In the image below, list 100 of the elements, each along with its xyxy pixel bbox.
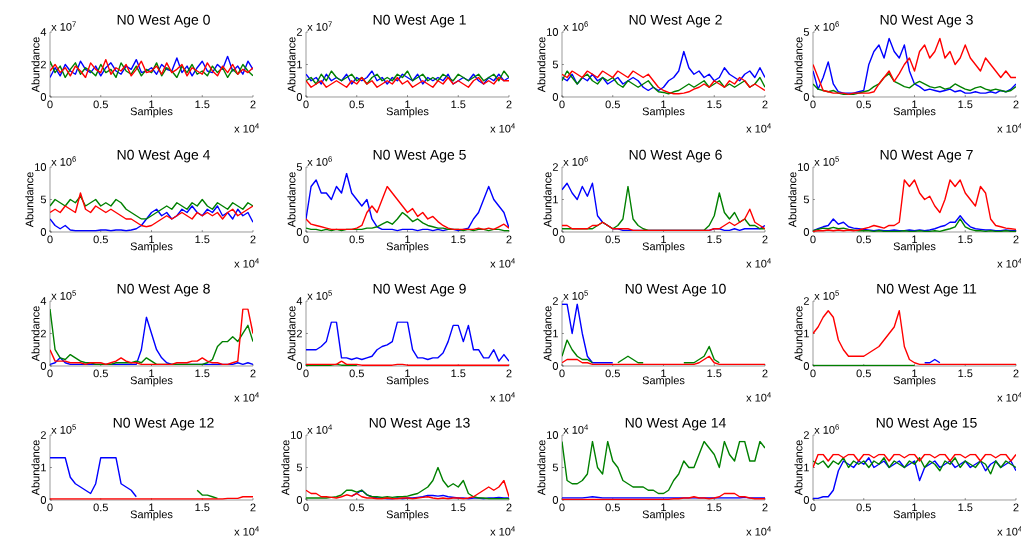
- line-series: [196, 489, 219, 500]
- y-tick-label: 5: [40, 195, 46, 204]
- y-tick-label: 0: [803, 496, 810, 504]
- x-tick-label: 1.5: [195, 235, 210, 244]
- text: x 10$^{4}$: [490, 258, 515, 268]
- text: x 10$^{7}$: [51, 21, 76, 31]
- chart-title: N0 West Age 0: [117, 14, 210, 28]
- x-tick-label: 0.5: [605, 235, 620, 244]
- y-tick-label: 0: [296, 362, 303, 370]
- x-tick-label: 2: [506, 503, 512, 512]
- x-tick-label: 2: [1013, 503, 1019, 512]
- y-tick-label: 4: [40, 297, 47, 305]
- x-tick-label: 0.5: [605, 503, 620, 512]
- y-tick-label: 0: [552, 496, 559, 504]
- x-tick-label: 2: [1013, 369, 1019, 378]
- line-series: [813, 457, 1016, 475]
- text: x 10$^{4}$: [997, 258, 1021, 268]
- text: x 10$^{4}$: [997, 392, 1021, 402]
- text: x 10$^{4}$: [234, 392, 259, 402]
- text: x 10$^{4}$: [746, 526, 771, 536]
- x-axis-title: Samples: [386, 107, 429, 118]
- text: x 10$^{4}$: [234, 123, 259, 133]
- y-axis-title: Abundance: [537, 440, 546, 496]
- text: x 10$^{4}$: [490, 123, 515, 133]
- x-tick-label: 0: [303, 235, 309, 244]
- x-tick-label: 1: [149, 503, 155, 512]
- y-tick-label: 0: [40, 496, 47, 504]
- text: x 10$^{4}$: [234, 526, 259, 536]
- x-tick-label: 2: [1013, 235, 1019, 244]
- line-series: [306, 76, 509, 88]
- text: x 10$^{5}$: [51, 290, 76, 300]
- y-tick-label: 1: [804, 463, 809, 472]
- x-tick-label: 1.5: [707, 235, 722, 244]
- y-axis-title: Abundance: [788, 172, 797, 228]
- y-axis-title: Abundance: [543, 306, 552, 362]
- text: x 10$^{5}$: [814, 290, 839, 300]
- x-tick-label: 1: [405, 235, 411, 244]
- text: x 10$^{4}$: [490, 526, 515, 536]
- x-tick-label: 1.5: [195, 369, 210, 378]
- x-tick-label: 1.5: [958, 235, 973, 244]
- y-tick-label: 0: [296, 496, 303, 504]
- x-tick-label: 1: [912, 100, 918, 109]
- x-tick-label: 0: [810, 100, 816, 109]
- y-tick-label: 5: [552, 463, 558, 472]
- y-tick-label: 0: [552, 93, 559, 101]
- y-axis-title: Abundance: [287, 172, 296, 228]
- y-tick-label: 10: [35, 163, 47, 171]
- y-tick-label: 5: [296, 463, 302, 472]
- x-tick-label: 1: [149, 369, 155, 378]
- x-tick-label: 0: [47, 235, 53, 244]
- chart-title: N0 West Age 15: [876, 417, 977, 431]
- x-tick-label: 0: [810, 503, 816, 512]
- text: x 10$^{7}$: [307, 21, 332, 31]
- x-axis-title: Samples: [130, 107, 173, 118]
- text: x 10$^{5}$: [814, 156, 839, 166]
- text: x 10$^{5}$: [563, 290, 588, 300]
- y-tick-label: 0: [552, 362, 559, 370]
- x-tick-label: 0: [810, 235, 816, 244]
- x-tick-label: 0.5: [93, 503, 108, 512]
- x-tick-label: 2: [762, 235, 768, 244]
- x-tick-label: 2: [250, 503, 256, 512]
- x-tick-label: 0.5: [349, 503, 364, 512]
- x-tick-label: 0.5: [856, 369, 871, 378]
- text: x 10$^{5}$: [307, 290, 332, 300]
- y-axis-title: Abundance: [794, 37, 803, 93]
- y-axis-title: Abundance: [31, 440, 40, 496]
- x-tick-label: 0: [303, 503, 309, 512]
- x-tick-label: 1.5: [195, 503, 210, 512]
- text: x 10$^{4}$: [997, 526, 1021, 536]
- x-tick-label: 1.5: [451, 235, 466, 244]
- x-axis-title: Samples: [130, 510, 173, 521]
- y-tick-label: 2: [40, 329, 46, 338]
- y-tick-label: 10: [547, 431, 559, 439]
- y-tick-label: 0: [40, 93, 47, 101]
- x-tick-label: 2: [250, 235, 256, 244]
- x-axis-title: Samples: [130, 242, 173, 253]
- y-tick-label: 5: [296, 163, 302, 171]
- x-tick-label: 2: [762, 100, 768, 109]
- x-tick-label: 1.5: [707, 100, 722, 109]
- x-tick-label: 0: [303, 100, 309, 109]
- x-axis-title: Samples: [893, 376, 936, 387]
- x-axis-title: Samples: [386, 510, 429, 521]
- chart-title: N0 West Age 1: [373, 14, 466, 28]
- x-tick-label: 1: [912, 369, 918, 378]
- line-series: [813, 453, 1016, 469]
- x-tick-label: 0: [810, 369, 816, 378]
- text: x 10$^{4}$: [307, 424, 333, 434]
- y-tick-label: 2: [803, 431, 809, 439]
- text: x 10$^{6}$: [563, 21, 588, 31]
- chart-title: N0 West Age 5: [373, 149, 466, 163]
- y-axis-title: Abundance: [281, 440, 290, 496]
- text: x 10$^{4}$: [746, 258, 771, 268]
- x-tick-label: 0: [559, 100, 565, 109]
- x-tick-label: 2: [506, 100, 512, 109]
- x-tick-label: 0.5: [856, 235, 871, 244]
- x-tick-label: 0.5: [349, 235, 364, 244]
- y-tick-label: 4: [40, 28, 47, 36]
- y-axis-title: Abundance: [543, 172, 552, 228]
- y-tick-label: 0: [552, 228, 559, 236]
- x-tick-label: 2: [762, 369, 768, 378]
